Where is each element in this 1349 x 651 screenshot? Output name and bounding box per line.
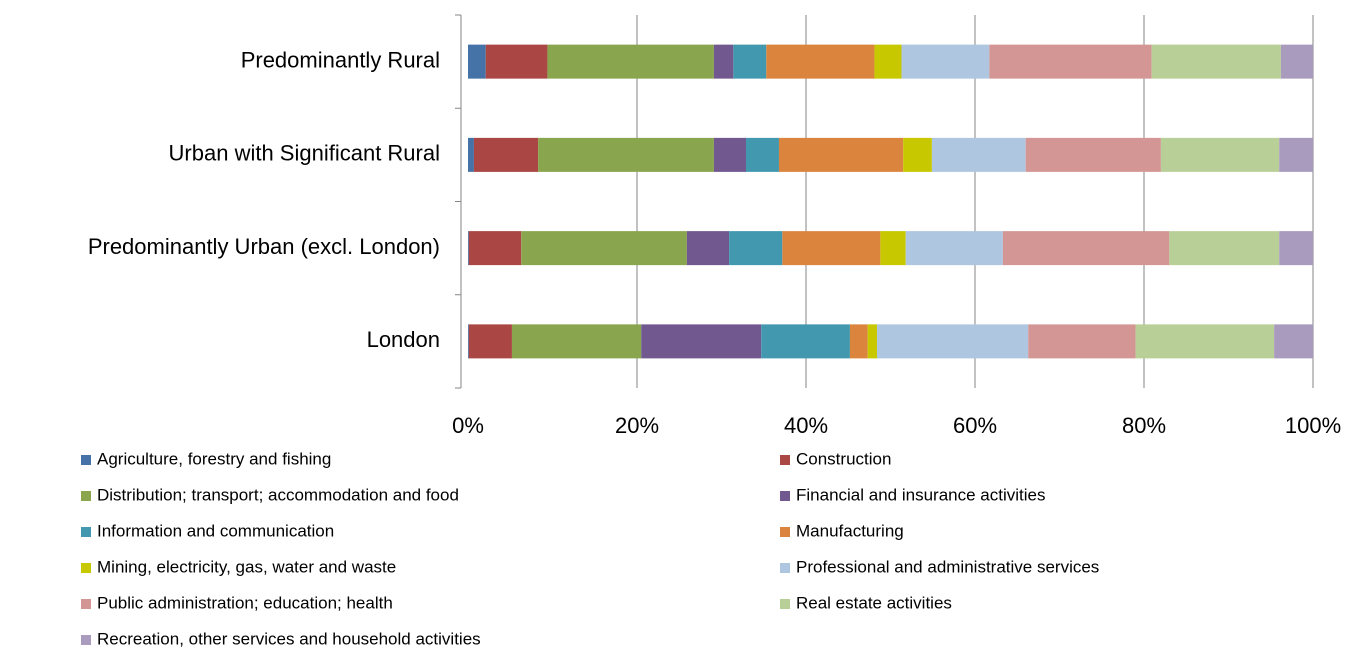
legend-swatch xyxy=(81,491,91,501)
legend-swatch xyxy=(780,599,790,609)
bar-segment xyxy=(485,44,548,79)
bar-segment xyxy=(989,44,1152,79)
legend-swatch xyxy=(81,455,91,465)
legend-swatch xyxy=(81,635,91,645)
bar-segment xyxy=(468,44,486,79)
bar-segment xyxy=(867,324,877,359)
bar-segment xyxy=(729,231,783,266)
bar-segment xyxy=(1160,137,1280,172)
legend-label: Financial and insurance activities xyxy=(796,485,1045,504)
legend-swatch xyxy=(81,527,91,537)
bar-segment xyxy=(903,137,932,172)
x-tick-label: 20% xyxy=(615,413,659,438)
bar-segment xyxy=(733,44,767,79)
bar-segment xyxy=(1151,44,1281,79)
bar-segment xyxy=(468,324,512,359)
bar-segment xyxy=(1274,324,1313,359)
legend-label: Mining, electricity, gas, water and wast… xyxy=(97,557,396,576)
bar-segment xyxy=(511,324,642,359)
bar-segment xyxy=(473,137,539,172)
bar-segment xyxy=(538,137,714,172)
bar-segment xyxy=(761,324,850,359)
x-tick-label: 0% xyxy=(452,413,484,438)
bar-segment xyxy=(1028,324,1136,359)
legend-label: Real estate activities xyxy=(796,593,952,612)
bar-segment xyxy=(1135,324,1275,359)
bar-segment xyxy=(778,137,904,172)
bar-segment xyxy=(1279,137,1313,172)
x-tick-label: 100% xyxy=(1285,413,1341,438)
bar-segment xyxy=(713,44,734,79)
bar-segment xyxy=(468,324,469,359)
legend-label: Public administration; education; health xyxy=(97,593,393,612)
bar-segment xyxy=(901,44,990,79)
bar-segment xyxy=(468,137,474,172)
bar-segment xyxy=(849,324,868,359)
bar-segment xyxy=(782,231,881,266)
legend-label: Recreation, other services and household… xyxy=(97,629,481,648)
bar-segment xyxy=(521,231,687,266)
bar-segment xyxy=(468,231,522,266)
legend-swatch xyxy=(780,491,790,501)
bar-segment xyxy=(766,44,875,79)
legend-swatch xyxy=(81,563,91,573)
bar-segment xyxy=(641,324,762,359)
bar-segment xyxy=(1002,231,1170,266)
bar-segment xyxy=(746,137,779,172)
y-tick-label: Urban with Significant Rural xyxy=(169,141,440,166)
legend-label: Professional and administrative services xyxy=(796,557,1099,576)
legend-swatch xyxy=(780,455,790,465)
x-tick-label: 60% xyxy=(953,413,997,438)
bar-segment xyxy=(874,44,902,79)
x-tick-label: 40% xyxy=(784,413,828,438)
legend-swatch xyxy=(780,527,790,537)
legend-label: Distribution; transport; accommodation a… xyxy=(97,485,459,504)
bar-segment xyxy=(880,231,906,266)
bar-segment xyxy=(547,44,714,79)
bar-segment xyxy=(686,231,730,266)
legend-label: Construction xyxy=(796,449,891,468)
bar-segment xyxy=(1279,231,1313,266)
bar-segment xyxy=(905,231,1003,266)
bar-segment xyxy=(931,137,1026,172)
bar-segment xyxy=(468,231,469,266)
y-tick-label: London xyxy=(367,327,440,352)
x-tick-label: 80% xyxy=(1122,413,1166,438)
legend-swatch xyxy=(780,563,790,573)
y-tick-label: Predominantly Urban (excl. London) xyxy=(88,234,440,259)
bar-segment xyxy=(876,324,1029,359)
legend-label: Manufacturing xyxy=(796,521,904,540)
bar-segment xyxy=(713,137,747,172)
bar-segment xyxy=(1169,231,1280,266)
legend-swatch xyxy=(81,599,91,609)
y-tick-label: Predominantly Rural xyxy=(241,47,440,72)
bar-segment xyxy=(1280,44,1313,79)
legend-label: Agriculture, forestry and fishing xyxy=(97,449,331,468)
bar-segment xyxy=(1025,137,1161,172)
legend-label: Information and communication xyxy=(97,521,334,540)
